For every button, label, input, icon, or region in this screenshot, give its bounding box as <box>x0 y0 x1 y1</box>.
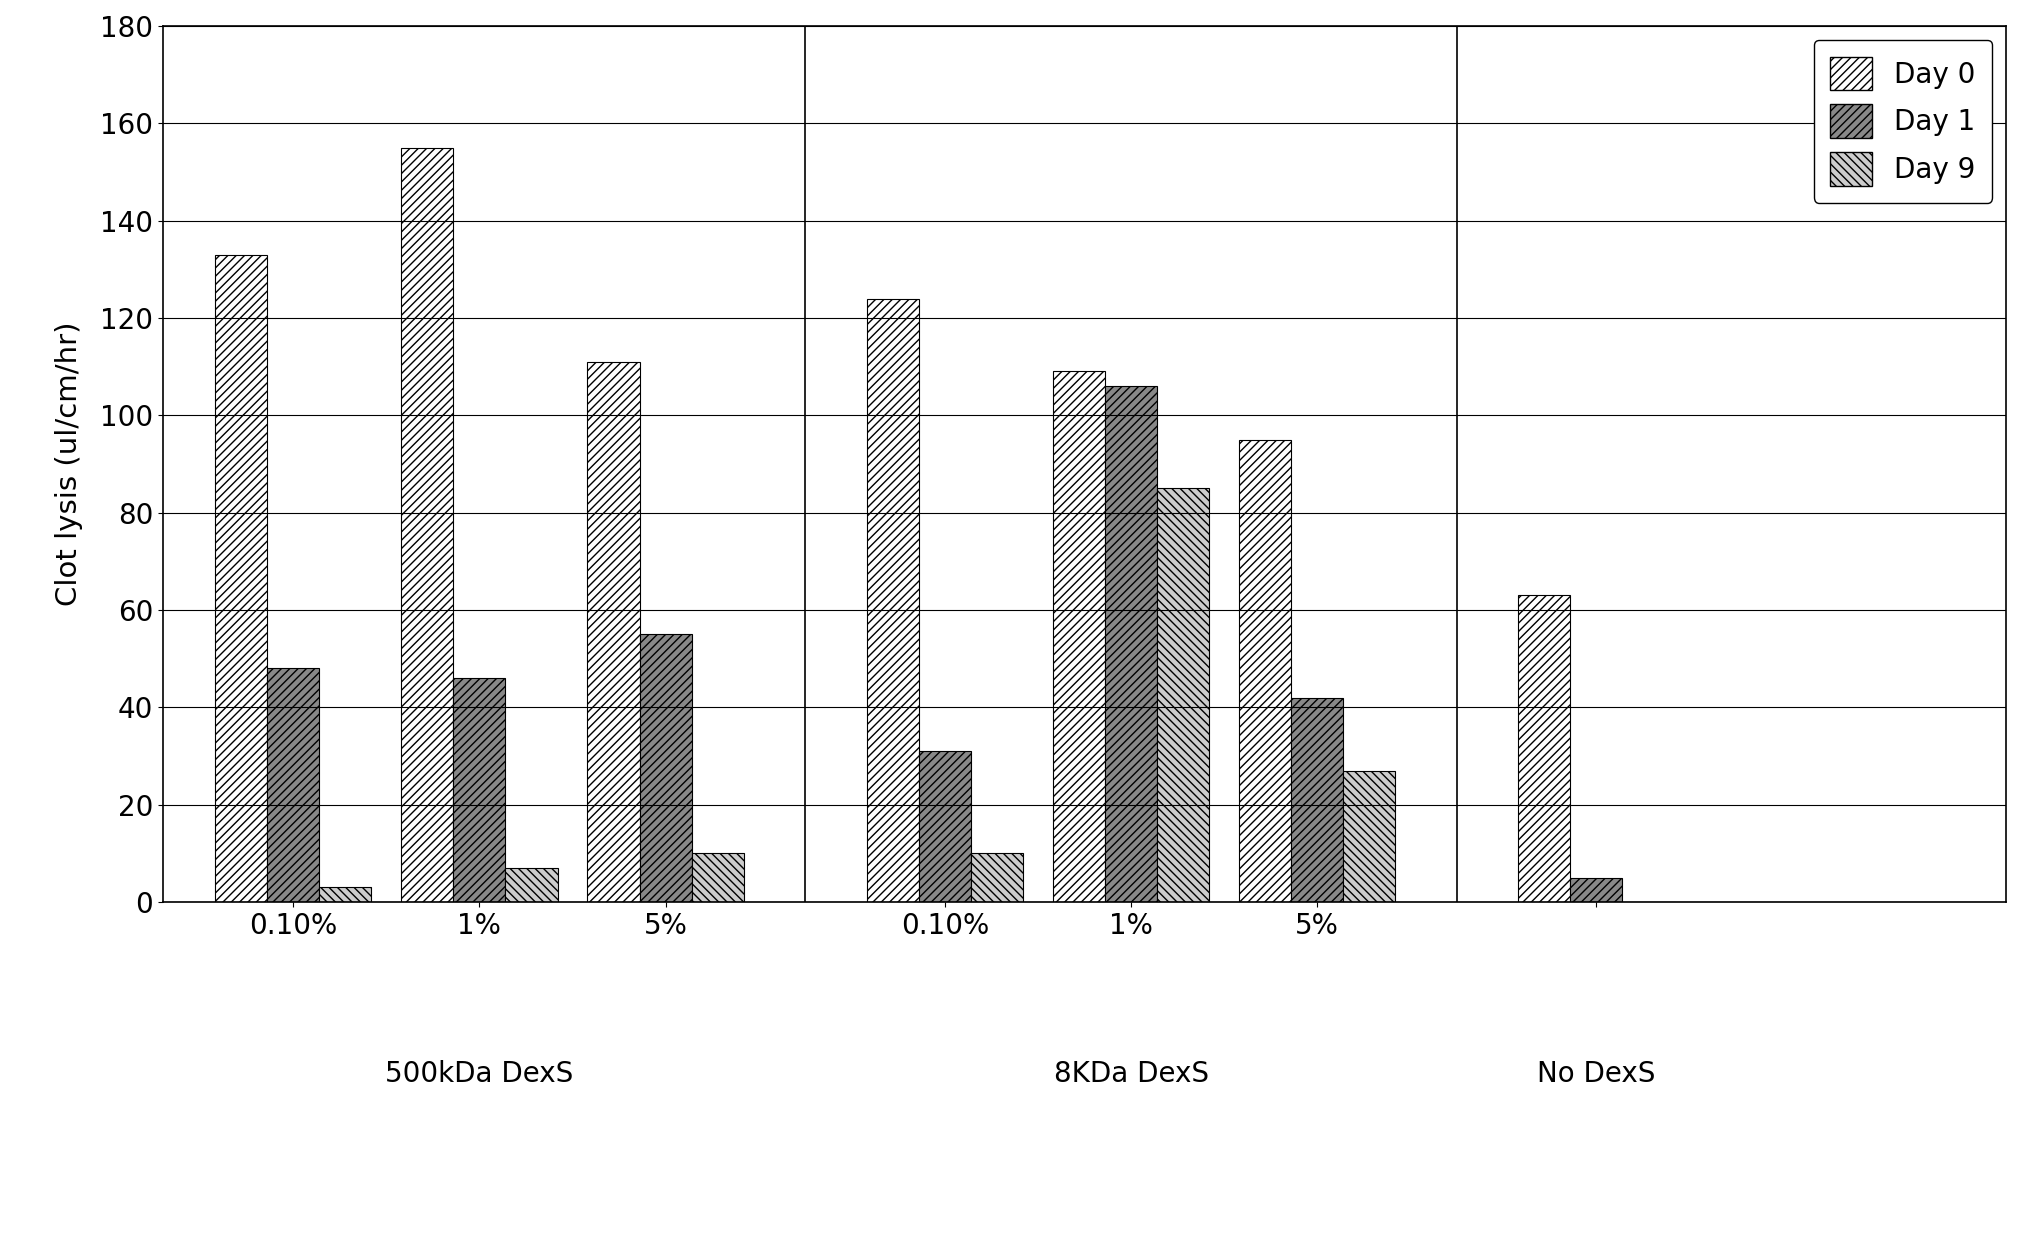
Bar <box>1105 386 1158 902</box>
Bar <box>453 678 505 902</box>
Bar <box>214 254 267 902</box>
Bar <box>1053 371 1105 902</box>
Bar <box>1518 596 1570 902</box>
Text: 500kDa DexS: 500kDa DexS <box>386 1060 574 1087</box>
Bar <box>1570 877 1623 902</box>
Bar <box>920 751 970 902</box>
Bar <box>402 148 453 902</box>
Bar <box>970 854 1023 902</box>
Legend: Day 0, Day 1, Day 9: Day 0, Day 1, Day 9 <box>1813 40 1993 202</box>
Text: No DexS: No DexS <box>1538 1060 1655 1087</box>
Bar <box>1344 771 1394 902</box>
Bar <box>1158 488 1209 902</box>
Bar <box>588 362 639 902</box>
Bar <box>639 634 691 902</box>
Bar <box>691 854 744 902</box>
Bar <box>505 867 558 902</box>
Y-axis label: Clot lysis (ul/cm/hr): Clot lysis (ul/cm/hr) <box>55 321 83 606</box>
Text: 8KDa DexS: 8KDa DexS <box>1053 1060 1209 1087</box>
Bar <box>267 669 319 902</box>
Bar <box>1239 439 1291 902</box>
Bar <box>319 887 372 902</box>
Bar <box>867 299 920 902</box>
Bar <box>1291 697 1344 902</box>
